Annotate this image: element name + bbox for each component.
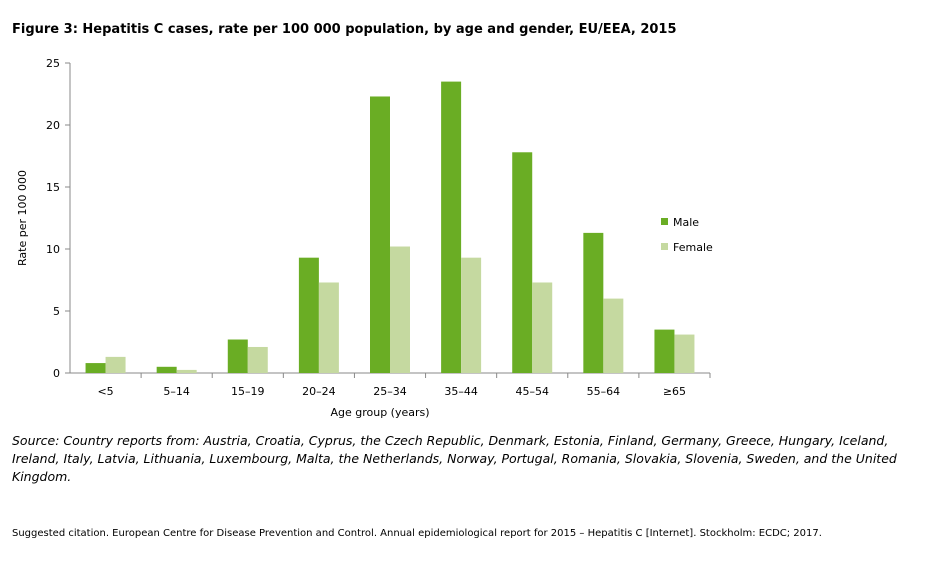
y-tick-label: 0 xyxy=(53,367,60,380)
bar-female xyxy=(105,356,126,373)
bar-male xyxy=(370,96,390,373)
legend-label-female: Female xyxy=(673,241,713,254)
y-axis-label: Rate per 100 000 xyxy=(16,170,29,266)
bar-female xyxy=(247,346,268,373)
bar-male xyxy=(583,232,604,373)
bar-male xyxy=(85,363,106,373)
bar-female xyxy=(176,369,197,373)
bar-female xyxy=(674,334,695,373)
bar-male xyxy=(156,366,177,373)
x-tick-label: 20–24 xyxy=(302,385,336,398)
citation-note: Suggested citation. European Centre for … xyxy=(12,528,822,539)
bar-chart: 0 5 10 15 20 25 <5 5–14 15–19 20–24 25–34 35–44 45–5… xyxy=(16,57,713,419)
bar-male xyxy=(441,81,462,373)
x-tick-label: <5 xyxy=(97,385,113,398)
legend-swatch-female xyxy=(661,243,668,250)
x-tick-label: 15–19 xyxy=(231,385,265,398)
x-tick-label: 55–64 xyxy=(587,385,621,398)
bar-female xyxy=(390,246,410,373)
bar-male xyxy=(512,152,533,373)
legend-label-male: Male xyxy=(673,216,699,229)
legend-swatch-male xyxy=(661,218,668,225)
y-tick-label: 25 xyxy=(46,57,60,70)
y-tick-label: 10 xyxy=(46,243,60,256)
x-tick-label: 45–54 xyxy=(515,385,549,398)
chart-title: Figure 3: Hepatitis C cases, rate per 10… xyxy=(12,22,677,37)
bar-female xyxy=(532,282,553,373)
x-tick-label: ≥65 xyxy=(663,385,686,398)
source-note: Source: Country reports from: Austria, C… xyxy=(12,433,897,484)
y-tick-label: 20 xyxy=(46,119,60,132)
bar-male xyxy=(298,257,319,373)
y-tick-label: 5 xyxy=(53,305,60,318)
bar-female xyxy=(318,282,339,373)
x-axis-label: Age group (years) xyxy=(330,406,429,419)
bar-female xyxy=(603,298,624,373)
bar-female xyxy=(461,257,482,373)
x-tick-label: 35–44 xyxy=(444,385,478,398)
x-tick-label: 25–34 xyxy=(373,385,407,398)
bar-male xyxy=(654,329,675,373)
bar-male xyxy=(227,339,248,373)
y-tick-label: 15 xyxy=(46,181,60,194)
x-tick-label: 5–14 xyxy=(163,385,190,398)
